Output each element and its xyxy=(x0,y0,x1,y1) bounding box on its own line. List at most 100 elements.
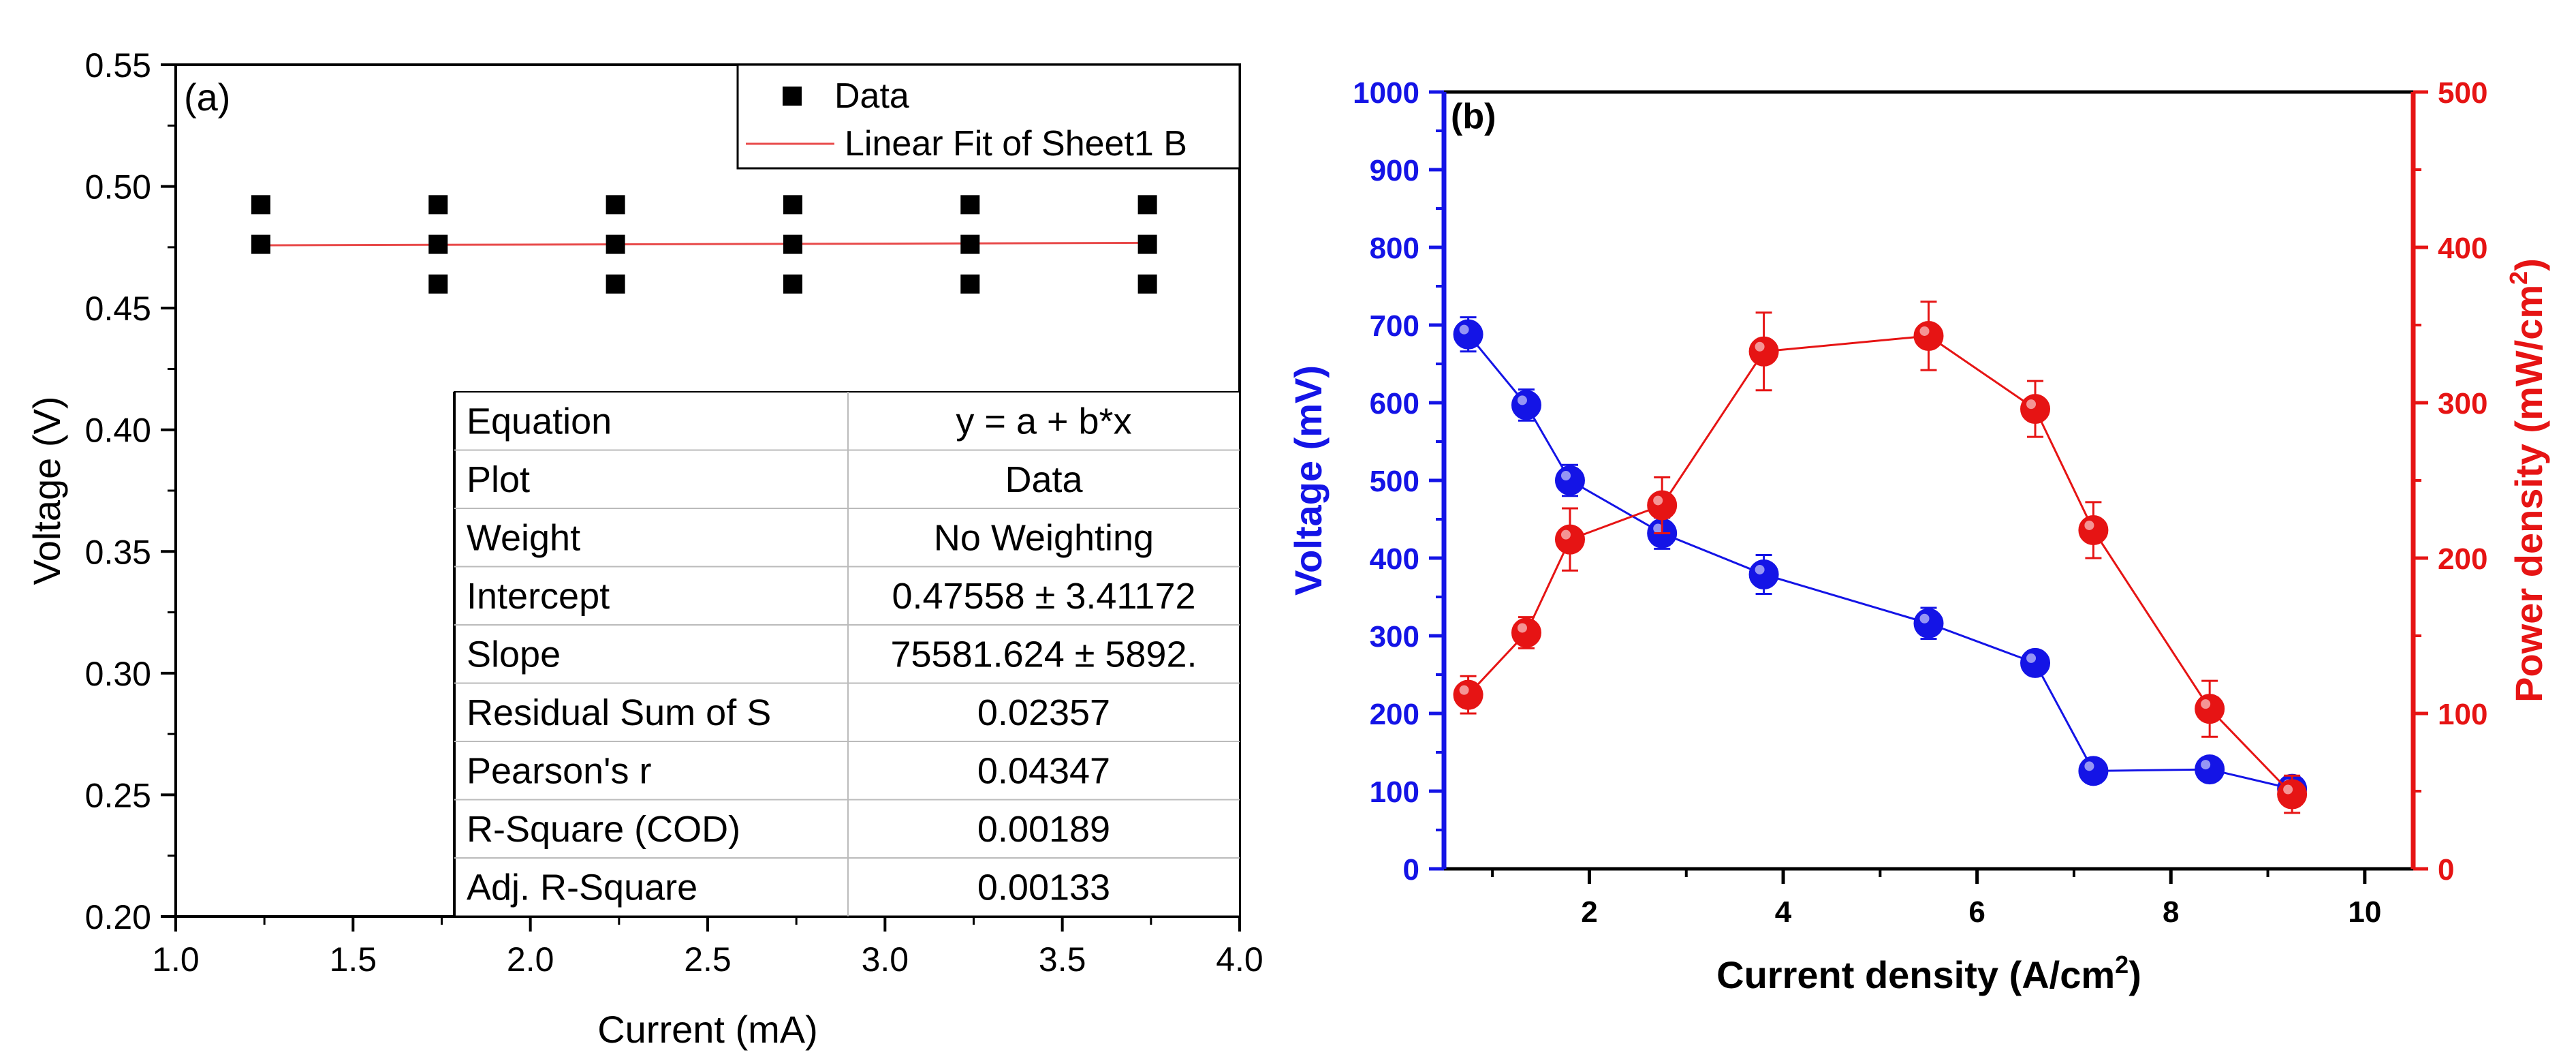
a-data-point xyxy=(606,234,625,254)
a-data-point xyxy=(783,234,802,254)
a-data-point xyxy=(1137,274,1157,294)
panel-b: 0 100 200 300 400 500 600 700 800 900 1000 0 100 200… xyxy=(1287,76,2550,996)
a-legend-marker-data xyxy=(783,87,802,106)
b-left-ticks: 0 100 200 300 400 500 600 700 800 900 1000 xyxy=(1353,76,1444,887)
b-power-point-highlight xyxy=(1560,529,1571,540)
b-right-tick-label: 300 xyxy=(2438,387,2487,420)
a-x-tick-label: 3.0 xyxy=(862,940,909,979)
a-y-tick-label: 0.55 xyxy=(85,46,151,84)
b-right-ticks: 0 100 200 300 400 500 xyxy=(2413,76,2487,887)
b-voltage-point-highlight xyxy=(1653,523,1663,534)
a-fit-table-key: Slope xyxy=(467,634,561,675)
panel-a: 0.20 0.25 0.30 0.35 0.40 0.45 0.50 0.55 1.0 1.5 2… xyxy=(25,46,1263,1051)
b-series-layer xyxy=(1453,301,2308,814)
a-x-tick-label: 2.5 xyxy=(684,940,732,979)
a-data-point xyxy=(960,234,980,254)
b-left-tick-label: 600 xyxy=(1370,387,1419,420)
b-left-tick-label: 300 xyxy=(1370,620,1419,653)
a-x-ticks: 1.0 1.5 2.0 2.5 3.0 3.5 4.0 xyxy=(152,917,1263,979)
b-power-point xyxy=(2078,514,2109,545)
b-voltage-point xyxy=(1748,559,1779,589)
b-x-ticks: 2 4 6 8 10 xyxy=(1491,869,2381,929)
b-voltage-point-highlight xyxy=(2084,761,2094,771)
b-power-point-highlight xyxy=(1653,495,1663,506)
b-voltage-point-highlight xyxy=(1755,564,1765,574)
a-fit-table-key: Intercept xyxy=(467,576,610,617)
b-power-point xyxy=(2195,694,2225,724)
a-data-point xyxy=(783,274,802,294)
a-fit-table-key: Weight xyxy=(467,518,580,559)
b-x-tick-label: 8 xyxy=(2163,895,2179,929)
a-fit-table-value: 0.00133 xyxy=(977,867,1110,908)
a-fit-table-value: 0.00189 xyxy=(977,809,1110,850)
b-voltage-point xyxy=(1511,390,1541,420)
a-fit-table-key: Plot xyxy=(467,459,530,500)
a-data-point xyxy=(606,274,625,294)
a-fit-table: Equation y = a + b*x Plot Data Weight No Weig… xyxy=(453,391,1240,917)
b-power-point xyxy=(1453,679,1483,710)
b-power-point-highlight xyxy=(2084,520,2094,530)
b-voltage-point xyxy=(1453,319,1483,350)
b-x-tick-label: 6 xyxy=(1968,895,1985,929)
b-left-tick-label: 0 xyxy=(1403,853,1419,887)
a-fit-table-key: Residual Sum of S xyxy=(467,692,771,733)
b-right-axis-title: Power density (mW/cm2) xyxy=(2504,258,2550,703)
b-power-point xyxy=(1511,617,1541,648)
a-fit-line-layer xyxy=(260,241,1148,247)
a-fit-table-key: Pearson's r xyxy=(467,751,651,792)
b-power-point xyxy=(1554,524,1585,555)
a-data-point xyxy=(960,195,980,215)
a-x-tick-label: 1.5 xyxy=(330,940,377,979)
a-y-tick-label: 0.50 xyxy=(85,168,151,206)
a-fit-table-value: No Weighting xyxy=(934,518,1154,559)
b-power-point-highlight xyxy=(2283,784,2293,795)
b-voltage-point xyxy=(1554,465,1585,495)
b-left-tick-label: 1000 xyxy=(1353,76,1419,110)
b-power-point-highlight xyxy=(1459,685,1469,695)
a-x-tick-label: 2.0 xyxy=(507,940,554,979)
b-left-tick-label: 900 xyxy=(1370,154,1419,187)
a-fit-table-value: 0.04347 xyxy=(977,751,1110,792)
a-fit-table-value: y = a + b*x xyxy=(956,401,1131,442)
b-left-tick-label: 800 xyxy=(1370,232,1419,265)
b-power-line xyxy=(1467,335,2293,795)
b-left-tick-label: 200 xyxy=(1370,698,1419,731)
b-voltage-point-highlight xyxy=(2201,760,2211,770)
b-power-point xyxy=(2277,779,2308,810)
b-power-point xyxy=(1748,336,1779,367)
a-data-point xyxy=(428,195,448,215)
a-y-tick-label: 0.25 xyxy=(85,776,151,814)
b-right-tick-label: 200 xyxy=(2438,542,2487,576)
a-x-tick-label: 3.5 xyxy=(1039,940,1086,979)
a-legend: Data Linear Fit of Sheet1 B xyxy=(736,63,1241,170)
b-left-tick-label: 100 xyxy=(1370,775,1419,809)
a-fit-table-value: 75581.624 ± 5892. xyxy=(890,634,1197,675)
b-right-tick-label: 0 xyxy=(2438,853,2454,887)
b-power-point xyxy=(1913,320,1944,351)
b-right-tick-label: 100 xyxy=(2438,698,2487,731)
b-x-tick-label: 10 xyxy=(2348,895,2381,929)
a-fit-table-value: Data xyxy=(1005,459,1083,500)
a-y-axis-title: Voltage (V) xyxy=(25,396,68,585)
b-voltage-point xyxy=(2195,754,2225,785)
b-panel-label: (b) xyxy=(1451,97,1496,136)
a-fit-table-key: Adj. R-Square xyxy=(467,867,697,908)
a-data-point xyxy=(251,234,270,254)
a-fit-table-key: R-Square (COD) xyxy=(467,809,740,850)
a-data-points xyxy=(251,195,1157,294)
a-data-point xyxy=(783,195,802,215)
b-voltage-line xyxy=(1467,333,2293,790)
b-power-point-highlight xyxy=(1517,623,1527,633)
a-y-tick-label: 0.30 xyxy=(85,655,151,693)
b-right-tick-label: 500 xyxy=(2438,76,2487,110)
a-legend-data-label: Data xyxy=(834,76,909,116)
a-y-tick-label: 0.45 xyxy=(85,290,151,328)
b-left-tick-label: 400 xyxy=(1370,542,1419,576)
a-data-point xyxy=(428,234,448,254)
a-data-point xyxy=(1137,234,1157,254)
b-right-tick-label: 400 xyxy=(2438,232,2487,265)
b-voltage-point-highlight xyxy=(1919,613,1930,624)
b-left-axis-title: Voltage (mV) xyxy=(1287,365,1330,596)
b-power-point xyxy=(1647,490,1678,521)
a-y-tick-label: 0.40 xyxy=(85,412,151,450)
